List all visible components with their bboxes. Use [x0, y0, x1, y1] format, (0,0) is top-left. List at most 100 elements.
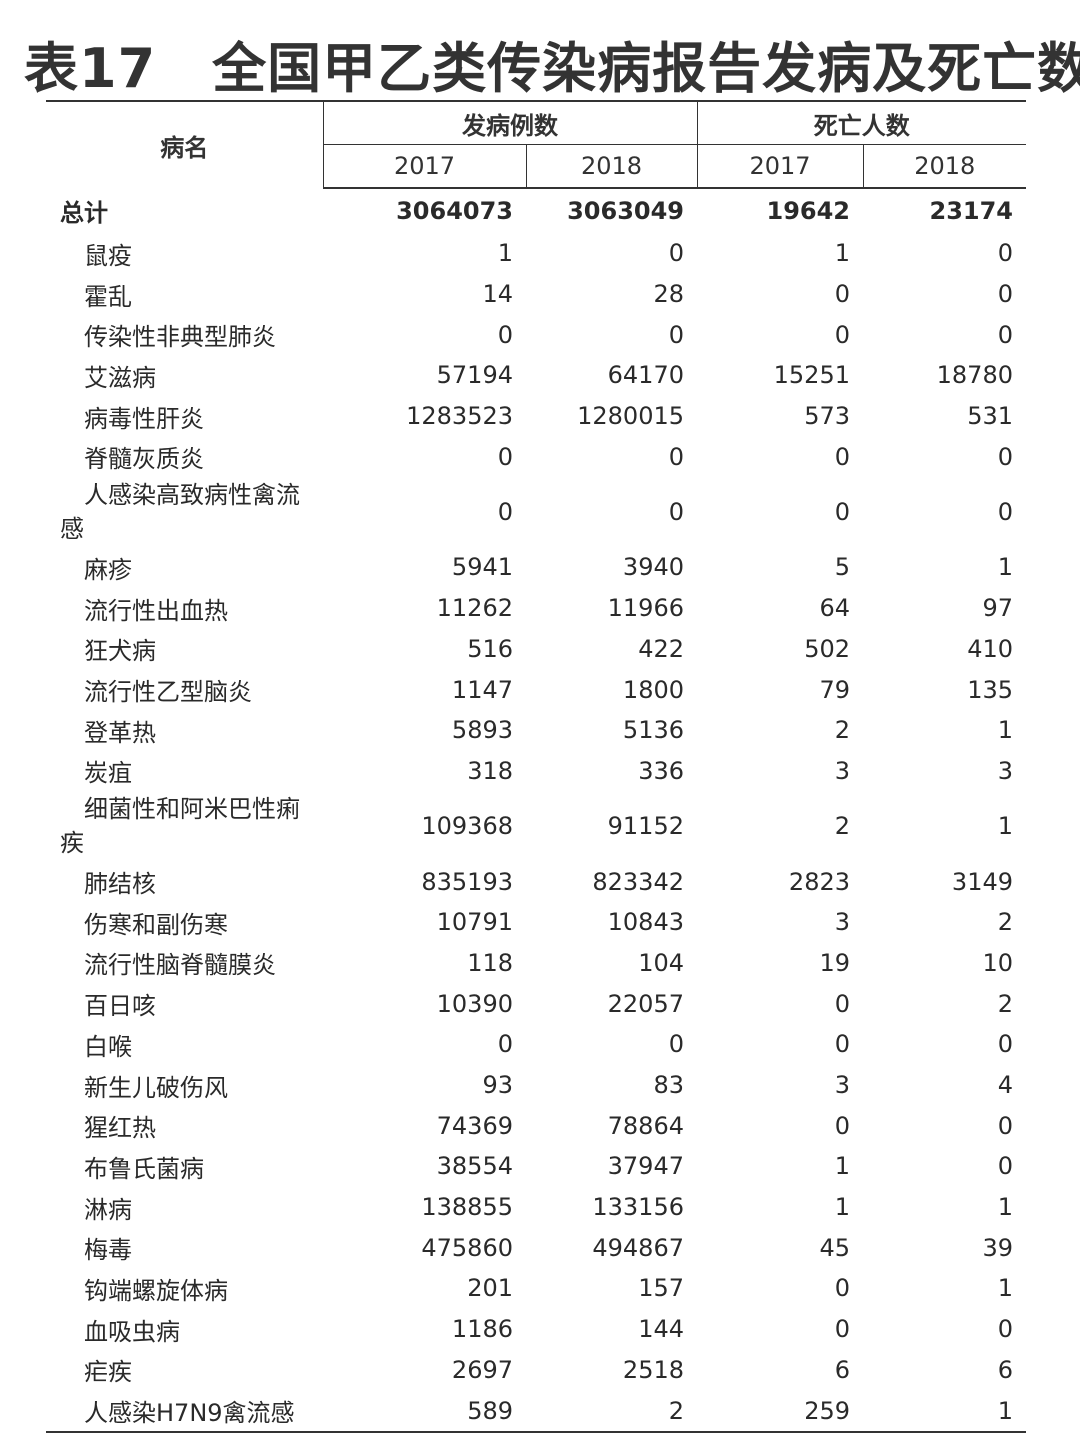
disease-name: 病毒性肝炎 [84, 404, 204, 433]
deaths-2017-cell: 0 [834, 498, 850, 527]
cases-2017-cell: 516 [467, 634, 513, 663]
cases-2017-cell: 11262 [436, 594, 513, 623]
cases-2018-cell: 64170 [607, 361, 684, 390]
table-row: 新生儿破伤风 93 83 3 4 [46, 1065, 1026, 1106]
header-deaths-2017: 2017 [697, 144, 864, 189]
cases-2017-cell: 2697 [451, 1355, 513, 1384]
disease-name: 疟疾 [84, 1358, 132, 1387]
deaths-2017-cell: 19642 [766, 197, 851, 225]
disease-name-cell: 霍乱 [46, 274, 323, 315]
disease-name: 人感染高致病性禽流感 [60, 481, 300, 544]
deaths-2018-cell: 1 [997, 1193, 1013, 1222]
deaths-2017-cell: 0 [834, 1030, 850, 1059]
deaths-2018-cell: 0 [997, 442, 1013, 471]
table-number: 表17 [24, 37, 157, 100]
table-row: 传染性非典型肺炎 0 0 0 0 [46, 314, 1026, 355]
table-row: 鼠疫 1 0 1 0 [46, 233, 1026, 274]
deaths-2017-cell: 19 [819, 948, 850, 977]
deaths-2018-cell: 1 [997, 553, 1013, 582]
table-row: 艾滋病 57194 64170 15251 18780 [46, 355, 1026, 396]
deaths-2017-cell: 259 [697, 1390, 863, 1433]
cases-2018-cell: 104 [638, 948, 684, 977]
disease-name-cell: 鼠疫 [46, 233, 323, 274]
table-row: 流行性乙型脑炎 1147 1800 79 135 [46, 669, 1026, 710]
deaths-2018-cell: 135 [967, 675, 1013, 704]
disease-name: 传染性非典型肺炎 [84, 323, 276, 352]
cases-2017-cell: 201 [467, 1274, 513, 1303]
disease-name: 炭疽 [84, 759, 132, 788]
deaths-2017-cell: 45 [819, 1233, 850, 1262]
deaths-2017-cell: 15251 [773, 361, 850, 390]
deaths-2017-cell: 2823 [788, 867, 850, 896]
deaths-2017-cell: 1 [834, 239, 850, 268]
deaths-2017-cell: 2 [834, 716, 850, 745]
deaths-2017-cell: 2 [834, 812, 850, 841]
table-row: 伤寒和副伤寒 10791 10843 3 2 [46, 902, 1026, 943]
cases-2017-cell: 5893 [451, 716, 513, 745]
deaths-2018-cell: 0 [997, 1111, 1013, 1140]
header-cases: 发病例数 [323, 100, 698, 145]
cases-2017-cell: 10791 [436, 908, 513, 937]
deaths-2017-cell: 3 [834, 908, 850, 937]
disease-name-cell: 流行性脑脊髓膜炎 [46, 943, 323, 984]
disease-name: 总计 [60, 199, 108, 227]
cases-2017-cell: 0 [497, 498, 513, 527]
disease-table: 病名 发病例数 死亡人数 2017 2018 2017 2018 总计 3 0 64 0… [46, 100, 1026, 1433]
deaths-2017-cell: 1 [834, 1152, 850, 1181]
table-row: 麻疹 5941 3940 5 1 [46, 547, 1026, 588]
disease-name-cell: 总计 [46, 188, 323, 233]
disease-name: 狂犬病 [84, 637, 156, 666]
disease-name-cell: 炭疽 [46, 751, 323, 792]
disease-name-cell: 人感染高致病性禽流感 [46, 477, 323, 547]
cases-2018-cell: 1280015 [577, 402, 684, 431]
disease-name: 艾滋病 [84, 363, 156, 392]
disease-name: 布鲁氏菌病 [84, 1154, 204, 1183]
disease-name-cell: 淋病 [46, 1187, 323, 1228]
deaths-2018-cell: 410 [967, 634, 1013, 663]
disease-name-cell: 狂犬病 [46, 629, 323, 670]
deaths-2017-cell: 0 [834, 280, 850, 309]
disease-name: 流行性乙型脑炎 [84, 678, 252, 707]
header-row-years: 2017 2018 2017 2018 [46, 144, 1026, 189]
cases-2018-cell: 11966 [607, 594, 684, 623]
table-row: 脊髓灰质炎 0 0 0 0 [46, 436, 1026, 477]
cases-2017-cell: 57194 [436, 361, 513, 390]
cases-2018-cell: 422 [638, 634, 684, 663]
cases-2018-cell: 0 [668, 498, 684, 527]
cases-2018-cell: 10843 [607, 908, 684, 937]
disease-name: 细菌性和阿米巴性痢疾 [60, 795, 300, 858]
deaths-2017-cell: 0 [834, 1274, 850, 1303]
cases-2018-cell: 3063049 [567, 197, 684, 225]
header-row-groups: 病名 发病例数 死亡人数 [46, 100, 1026, 188]
deaths-2018-cell: 97 [982, 594, 1013, 623]
disease-name: 淋病 [84, 1195, 132, 1224]
disease-name-cell: 人感染H7N9禽流感 [46, 1390, 323, 1433]
cases-2018-cell: 1800 [622, 675, 684, 704]
disease-name: 梅毒 [84, 1236, 132, 1265]
deaths-2017-cell: 0 [834, 1315, 850, 1344]
cases-2018-cell: 0 [668, 320, 684, 349]
deaths-2017-cell: 0 [834, 989, 850, 1018]
table-row: 梅毒 475860 494867 45 39 [46, 1227, 1026, 1268]
header-cases-2017: 2017 [323, 144, 527, 189]
disease-name-cell: 传染性非典型肺炎 [46, 314, 323, 355]
table-row: 疟疾 2697 2518 6 6 [46, 1350, 1026, 1391]
disease-name-cell: 新生儿破伤风 [46, 1065, 323, 1106]
deaths-2018-cell: 6 [997, 1355, 1013, 1384]
deaths-2018-cell: 0 [997, 1315, 1013, 1344]
deaths-2017-cell: 64 [819, 594, 850, 623]
disease-name: 血吸虫病 [84, 1317, 180, 1346]
disease-name-cell: 猩红热 [46, 1105, 323, 1146]
cases-2017-cell: 93 [482, 1071, 513, 1100]
table-row: 白喉 0 0 0 0 [46, 1024, 1026, 1065]
table-row: 血吸虫病 1186 144 0 0 [46, 1309, 1026, 1350]
deaths-2018-cell: 10 [982, 948, 1013, 977]
cases-2018-cell: 2518 [622, 1355, 684, 1384]
table-row: 流行性出血热 11262 11966 64 97 [46, 588, 1026, 629]
deaths-2017-cell: 502 [804, 634, 850, 663]
disease-name-cell: 脊髓灰质炎 [46, 436, 323, 477]
disease-name-cell: 梅毒 [46, 1227, 323, 1268]
table-row: 猩红热 74369 78864 0 0 [46, 1105, 1026, 1146]
deaths-2017-cell: 3 [834, 756, 850, 785]
deaths-2018-cell: 0 [997, 280, 1013, 309]
